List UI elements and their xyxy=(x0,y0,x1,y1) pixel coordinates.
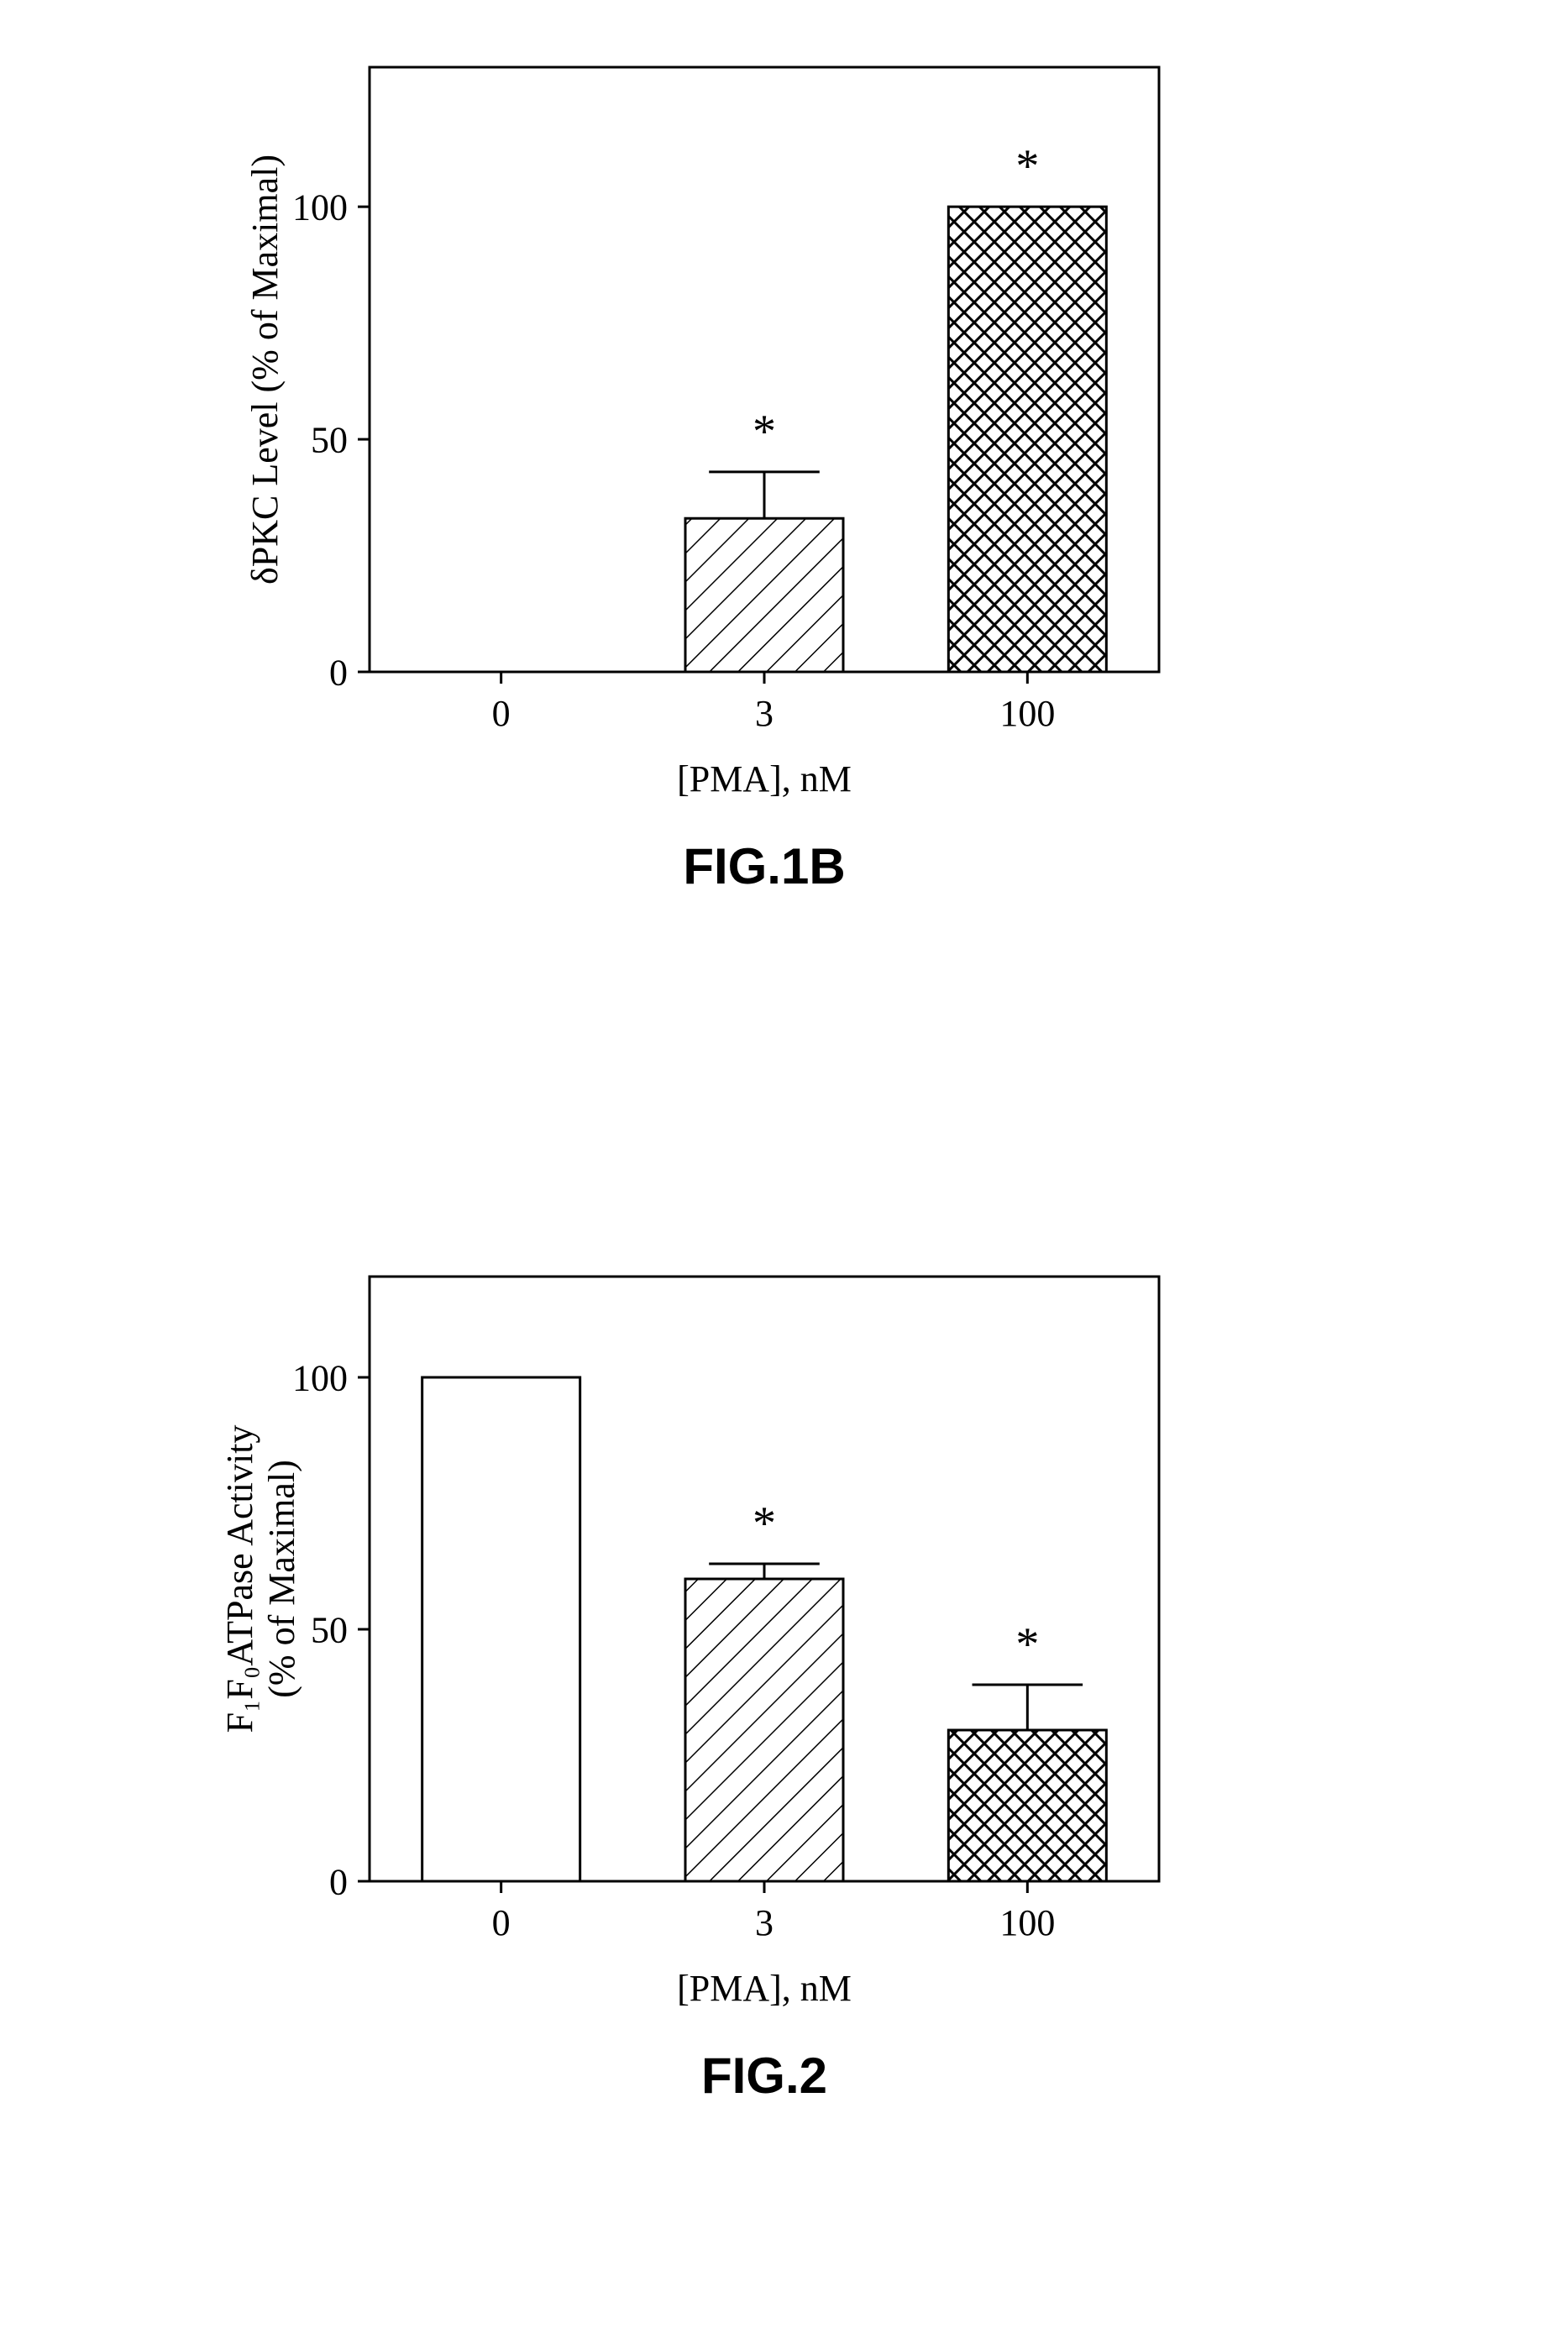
figure-2: 0 50 100 0 3 * 100 * F₁F₀ATPase Activity (% of … xyxy=(218,1260,1344,2184)
x-tick-label: 3 xyxy=(755,693,774,734)
x-tick-label: 3 xyxy=(755,1902,774,1943)
y-tick-label: 50 xyxy=(311,1609,348,1650)
figure-2-svg: 0 50 100 0 3 * 100 * F₁F₀ATPase Activity (% of … xyxy=(218,1260,1344,2184)
figure-1b: 05010003*100* δPKC Level (% of Maximal) … xyxy=(218,50,1344,974)
figure-caption: FIG.1B xyxy=(683,838,845,894)
x-axis-label: [PMA], nM xyxy=(677,758,852,800)
y-tick-label: 50 xyxy=(311,419,348,460)
y-tick-label: 100 xyxy=(292,1357,348,1398)
significance-star: * xyxy=(1015,1618,1039,1670)
y-axis-label-line2: (% of Maximal) xyxy=(261,1460,302,1697)
plot-area: 0 50 100 0 3 * 100 * xyxy=(292,67,1159,734)
bar xyxy=(685,1579,843,1881)
x-tick-label: 100 xyxy=(999,693,1055,734)
y-axis-label: δPKC Level (% of Maximal) xyxy=(244,155,286,585)
x-axis-label: [PMA], nM xyxy=(677,1968,852,2009)
x-tick-label: 0 xyxy=(492,693,511,734)
y-axis-label-line1: F₁F₀ATPase Activity xyxy=(219,1425,260,1733)
figure-1b-svg: 05010003*100* δPKC Level (% of Maximal) … xyxy=(218,50,1344,974)
y-tick-label: 100 xyxy=(292,187,348,228)
y-tick-label: 0 xyxy=(329,652,348,693)
y-tick-label: 0 xyxy=(329,1861,348,1902)
x-tick-label: 100 xyxy=(999,1902,1055,1943)
significance-star: * xyxy=(1015,140,1039,192)
significance-star: * xyxy=(753,406,776,458)
significance-star: * xyxy=(753,1497,776,1550)
bar xyxy=(422,1377,580,1881)
bar xyxy=(948,207,1106,672)
plot-area: 0 50 100 0 3 * 100 * xyxy=(292,1277,1159,1943)
bar xyxy=(685,518,843,672)
bar xyxy=(948,1730,1106,1881)
y-axis-label: F₁F₀ATPase Activity (% of Maximal) xyxy=(219,1425,302,1733)
x-tick-label: 0 xyxy=(492,1902,511,1943)
figure-caption: FIG.2 xyxy=(701,2048,827,2104)
